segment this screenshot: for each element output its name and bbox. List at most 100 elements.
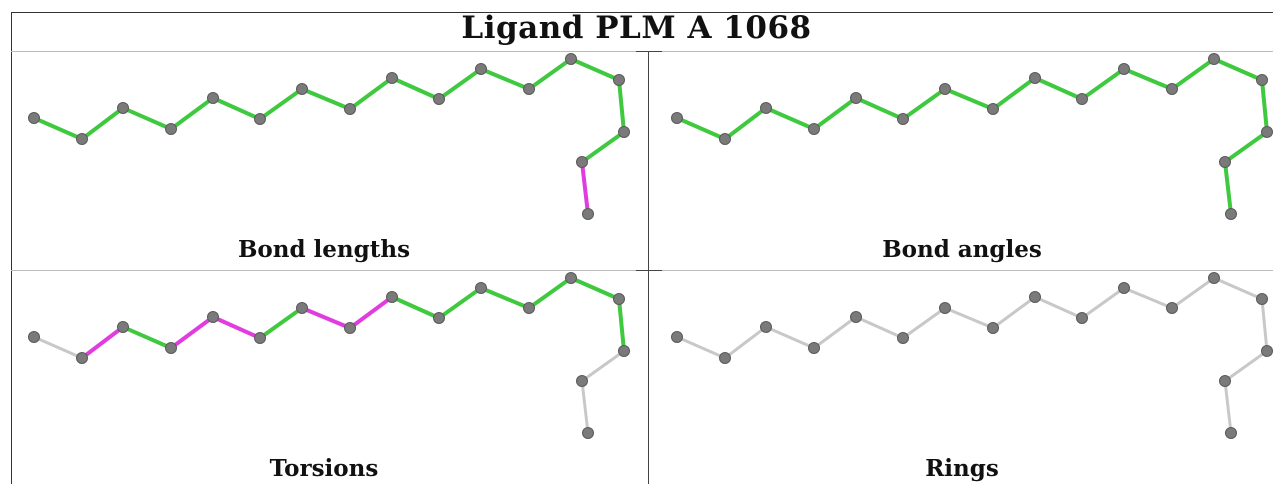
bond-ok (121, 325, 173, 350)
atom (386, 72, 398, 84)
atom (808, 123, 820, 135)
atom (117, 321, 129, 333)
divider-mid-left (11, 270, 638, 271)
bond-neutral (1223, 379, 1233, 435)
figure-frame (11, 12, 1273, 484)
bond-neutral (580, 349, 626, 383)
bond-ok (300, 87, 352, 111)
atom (523, 83, 535, 95)
atom (576, 375, 588, 387)
atom (296, 302, 308, 314)
atom (1208, 272, 1220, 284)
atom (565, 53, 577, 65)
atom (719, 133, 731, 145)
panel-rings (671, 272, 1273, 439)
bond-neutral (1223, 349, 1269, 383)
bond-ok (764, 106, 816, 131)
bond-ok (258, 87, 304, 121)
atom (523, 302, 535, 314)
bond-neutral (580, 379, 590, 435)
bond-neutral (764, 325, 816, 350)
atom (671, 112, 683, 124)
atom (1256, 74, 1268, 86)
atom (207, 311, 219, 323)
atom (582, 208, 594, 220)
atom (1076, 312, 1088, 324)
atom (850, 311, 862, 323)
atom (28, 331, 40, 343)
atom (671, 331, 683, 343)
atom (254, 332, 266, 344)
bond-ok (1223, 130, 1269, 164)
bond-neutral (854, 315, 905, 340)
bond-outlier (211, 315, 262, 340)
bond-ok (390, 76, 441, 101)
bond-neutral (1033, 295, 1084, 320)
atom (254, 113, 266, 125)
bond-ok (812, 96, 858, 131)
atom (1225, 208, 1237, 220)
bond-ok (617, 297, 626, 353)
bond-ok (943, 87, 995, 111)
bond-neutral (1212, 276, 1264, 301)
atom (1166, 302, 1178, 314)
divider-top-left (11, 51, 638, 52)
bond-neutral (812, 315, 858, 350)
bond-ok (527, 57, 573, 91)
atom (475, 282, 487, 294)
atom (565, 272, 577, 284)
atom (1029, 291, 1041, 303)
bond-ok (580, 130, 626, 164)
bond-ok (437, 286, 483, 320)
bond-ok (390, 295, 441, 320)
atom (987, 322, 999, 334)
atom (987, 103, 999, 115)
atom (582, 427, 594, 439)
bond-ok (1260, 78, 1269, 134)
bond-ok (479, 67, 531, 91)
atom (1256, 293, 1268, 305)
atom (808, 342, 820, 354)
atom (618, 345, 630, 357)
atom (1118, 282, 1130, 294)
atom (386, 291, 398, 303)
bond-ok (121, 106, 173, 131)
bond-ok (569, 276, 621, 301)
caption-bond-angles: Bond angles (882, 236, 1042, 263)
bond-neutral (943, 306, 995, 330)
bond-ok (1212, 57, 1264, 82)
divider-top-right (662, 51, 1273, 52)
atom (719, 352, 731, 364)
figure-title: Ligand PLM A 1068 (461, 10, 812, 46)
bond-ok (675, 116, 727, 141)
bond-ok (348, 76, 394, 111)
panel-bond-angles (671, 53, 1273, 220)
bond-ok (80, 106, 125, 141)
bond-outlier (348, 295, 394, 330)
atom (897, 332, 909, 344)
bond-ok (1080, 67, 1126, 101)
atom (344, 103, 356, 115)
caption-bond-lengths: Bond lengths (237, 236, 411, 263)
bond-ok (258, 306, 304, 340)
atom (939, 302, 951, 314)
atom (1208, 53, 1220, 65)
atom (939, 83, 951, 95)
atom (28, 112, 40, 124)
atom (1029, 72, 1041, 84)
atom (117, 102, 129, 114)
bond-ok (1223, 160, 1233, 216)
atom (576, 156, 588, 168)
divider-top-mid (636, 51, 662, 52)
atom (760, 321, 772, 333)
atom (1219, 375, 1231, 387)
bond-ok (169, 96, 215, 131)
bond-ok (854, 96, 905, 121)
atom (760, 102, 772, 114)
atom (165, 123, 177, 135)
bond-ok (1170, 57, 1216, 91)
divider-mid-mid (636, 270, 662, 271)
caption-torsions: Torsions (269, 455, 379, 482)
bond-ok (617, 78, 626, 134)
atom (1261, 126, 1273, 138)
